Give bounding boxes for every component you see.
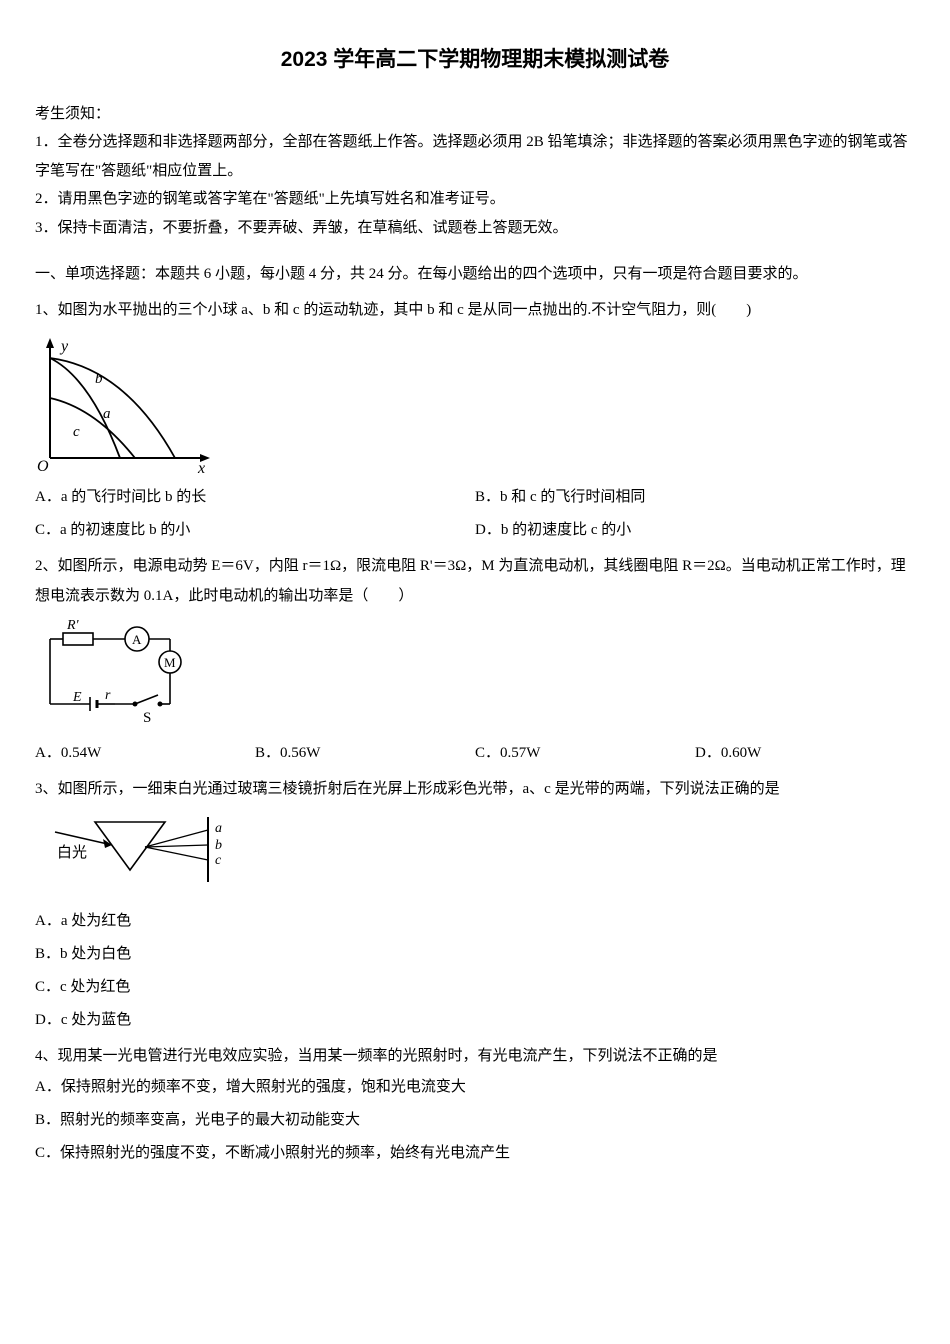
q2-figure: A M R' E r S [35, 619, 915, 729]
q4-option-a: A．保持照射光的频率不变，增大照射光的强度，饱和光电流变大 [35, 1071, 915, 1104]
exam-title: 2023 学年高二下学期物理期末模拟测试卷 [35, 40, 915, 80]
q3-text: 3、如图所示，一细束白光通过玻璃三棱镜折射后在光屏上形成彩色光带，a、c 是光带… [35, 774, 915, 804]
q1-label-y: y [59, 338, 69, 355]
q1-option-d: D．b 的初速度比 c 的小 [475, 514, 915, 547]
instruction-line-3: 3．保持卡面清洁，不要折叠，不要弄破、弄皱，在草稿纸、试题卷上答题无效。 [35, 214, 915, 243]
q3-label-white: 白光 [57, 844, 87, 861]
q4-text: 4、现用某一光电管进行光电效应实验，当用某一频率的光照射时，有光电流产生，下列说… [35, 1041, 915, 1071]
q1-text: 1、如图为水平抛出的三个小球 a、b 和 c 的运动轨迹，其中 b 和 c 是从… [35, 295, 915, 325]
q4-option-c: C．保持照射光的强度不变，不断减小照射光的频率，始终有光电流产生 [35, 1137, 915, 1170]
q2-label-S: S [143, 710, 151, 726]
q1-label-x: x [197, 460, 205, 473]
q1-option-c: C．a 的初速度比 b 的小 [35, 514, 475, 547]
q2-text: 2、如图所示，电源电动势 E＝6V，内阻 r＝1Ω，限流电阻 R'＝3Ω，M 为… [35, 551, 915, 611]
q2-option-c: C．0.57W [475, 737, 695, 770]
q2-label-E: E [72, 690, 82, 705]
q2-option-d: D．0.60W [695, 737, 915, 770]
q3-label-a: a [215, 821, 222, 836]
question-3: 3、如图所示，一细束白光通过玻璃三棱镜折射后在光屏上形成彩色光带，a、c 是光带… [35, 774, 915, 1037]
q2-label-r: r [105, 688, 111, 703]
part1-heading: 一、单项选择题：本题共 6 小题，每小题 4 分，共 24 分。在每小题给出的四… [35, 260, 915, 289]
q2-option-b: B．0.56W [255, 737, 475, 770]
q3-figure: 白光 a b c [35, 812, 915, 897]
q3-option-b: B．b 处为白色 [35, 938, 915, 971]
q1-label-a: a [103, 406, 111, 422]
q1-label-O: O [37, 458, 49, 473]
q3-label-b: b [215, 838, 222, 853]
q3-option-c: C．c 处为红色 [35, 971, 915, 1004]
question-2: 2、如图所示，电源电动势 E＝6V，内阻 r＝1Ω，限流电阻 R'＝3Ω，M 为… [35, 551, 915, 770]
q2-label-Rp: R' [66, 619, 80, 633]
q2-label-M: M [164, 655, 176, 670]
q4-option-b: B．照射光的频率变高，光电子的最大初动能变大 [35, 1104, 915, 1137]
q3-option-a: A．a 处为红色 [35, 905, 915, 938]
q2-label-A: A [132, 632, 142, 647]
question-4: 4、现用某一光电管进行光电效应实验，当用某一频率的光照射时，有光电流产生，下列说… [35, 1041, 915, 1170]
instruction-line-1: 1．全卷分选择题和非选择题两部分，全部在答题纸上作答。选择题必须用 2B 铅笔填… [35, 128, 915, 185]
q1-option-b: B．b 和 c 的飞行时间相同 [475, 481, 915, 514]
q3-label-c: c [215, 853, 222, 868]
instruction-line-2: 2．请用黑色字迹的钢笔或答字笔在"答题纸"上先填写姓名和准考证号。 [35, 185, 915, 214]
q1-label-c: c [73, 424, 80, 440]
instructions-block: 考生须知： 1．全卷分选择题和非选择题两部分，全部在答题纸上作答。选择题必须用 … [35, 100, 915, 243]
q3-option-d: D．c 处为蓝色 [35, 1004, 915, 1037]
question-1: 1、如图为水平抛出的三个小球 a、b 和 c 的运动轨迹，其中 b 和 c 是从… [35, 295, 915, 547]
q1-option-a: A．a 的飞行时间比 b 的长 [35, 481, 475, 514]
q2-option-a: A．0.54W [35, 737, 255, 770]
q1-figure: y x O b a c [35, 333, 915, 473]
q1-label-b: b [95, 371, 103, 387]
notice-heading: 考生须知： [35, 100, 915, 129]
